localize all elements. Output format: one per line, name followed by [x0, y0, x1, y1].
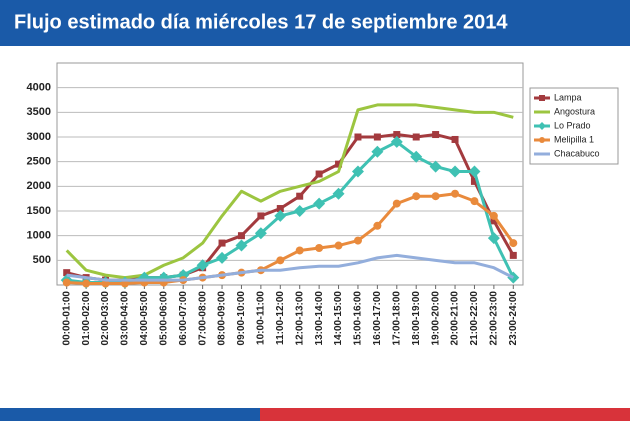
- data-point: [470, 197, 479, 206]
- x-tick-label: 13:00-14:00: [314, 291, 325, 346]
- data-point: [451, 135, 459, 143]
- x-tick-label: 15:00-16:00: [353, 291, 364, 346]
- data-point: [293, 205, 306, 217]
- series-line: [66, 253, 514, 282]
- data-point: [390, 135, 403, 148]
- legend-marker: [538, 122, 546, 130]
- data-point: [82, 279, 91, 288]
- x-tick-label: 21:00-22:00: [469, 291, 480, 346]
- data-point: [315, 244, 324, 252]
- x-tick-label: 01:00-02:00: [81, 291, 92, 346]
- y-tick-label: 2500: [27, 156, 51, 168]
- data-point: [392, 199, 401, 208]
- y-tick-label: 3000: [27, 131, 51, 143]
- data-point: [216, 251, 229, 264]
- x-tick-label: 19:00-20:00: [430, 291, 441, 346]
- x-tick-label: 16:00-17:00: [372, 291, 383, 346]
- x-tick-label: 20:00-21:00: [450, 291, 461, 346]
- x-tick-label: 02:00-03:00: [100, 291, 111, 346]
- x-tick-label: 08:00-09:00: [217, 291, 228, 346]
- legend-marker: [539, 137, 545, 143]
- x-tick-label: 11:00-12:00: [275, 291, 286, 345]
- legend-label: Angostura: [554, 106, 595, 116]
- y-tick-label: 4000: [27, 82, 51, 94]
- data-point: [237, 232, 245, 240]
- x-tick-label: 09:00-10:00: [236, 291, 247, 346]
- x-tick-label: 04:00-05:00: [139, 291, 150, 346]
- data-point: [412, 133, 420, 141]
- data-point: [63, 269, 71, 277]
- legend-label: Melipilla 1: [554, 134, 594, 144]
- x-tick-label: 14:00-15:00: [333, 291, 344, 346]
- data-point: [332, 187, 345, 200]
- data-point: [410, 150, 423, 163]
- x-tick-label: 12:00-13:00: [294, 291, 305, 346]
- plot-area: [56, 62, 524, 286]
- data-point: [371, 145, 384, 158]
- chart-title: Flujo estimado día miércoles 17 de septi…: [14, 11, 508, 33]
- footer-stripe: [0, 408, 260, 421]
- y-tick-label: 500: [33, 254, 51, 266]
- legend-marker: [539, 95, 545, 101]
- data-point: [235, 239, 248, 252]
- data-point: [470, 177, 478, 185]
- data-point: [487, 232, 500, 245]
- data-point: [276, 256, 285, 265]
- legend-label: Lo Prado: [554, 120, 591, 130]
- legend-label: Lampa: [554, 92, 582, 102]
- x-tick-label: 18:00-19:00: [411, 291, 422, 346]
- data-point: [274, 209, 287, 222]
- data-point: [373, 133, 381, 141]
- data-point: [393, 131, 401, 139]
- data-point: [354, 133, 362, 141]
- data-point: [334, 241, 343, 250]
- y-tick-label: 1000: [27, 230, 51, 242]
- data-point: [373, 221, 382, 230]
- data-point: [451, 189, 460, 198]
- footer-stripe: [260, 408, 630, 421]
- legend-label: Chacabuco: [554, 148, 600, 158]
- data-point: [431, 192, 440, 201]
- data-point: [218, 239, 226, 247]
- x-tick-label: 22:00-23:00: [489, 291, 500, 346]
- data-point: [429, 160, 442, 173]
- data-point: [412, 192, 421, 201]
- y-tick-label: 2000: [27, 180, 51, 192]
- data-point: [257, 212, 265, 220]
- data-point: [432, 131, 440, 139]
- x-tick-label: 00:00-01:00: [61, 291, 72, 346]
- x-tick-label: 06:00-07:00: [178, 291, 189, 346]
- data-point: [490, 217, 498, 225]
- data-point: [509, 251, 517, 259]
- data-point: [489, 211, 498, 220]
- x-tick-label: 03:00-04:00: [120, 291, 131, 346]
- y-tick-label: 3500: [27, 106, 51, 118]
- title-bar: [0, 0, 630, 46]
- data-point: [254, 227, 267, 240]
- y-tick-label: 1500: [27, 205, 51, 217]
- data-point: [276, 205, 284, 213]
- data-point: [351, 165, 364, 178]
- data-point: [315, 170, 323, 178]
- x-tick-label: 05:00-06:00: [158, 291, 169, 346]
- data-point: [62, 278, 71, 287]
- data-point: [449, 165, 462, 178]
- data-point: [353, 236, 362, 245]
- data-point: [335, 160, 343, 168]
- x-tick-label: 23:00-24:00: [508, 291, 519, 346]
- x-tick-label: 10:00-11:00: [256, 291, 267, 345]
- x-tick-label: 07:00-08:00: [197, 291, 208, 346]
- data-point: [468, 165, 481, 178]
- data-point: [295, 246, 304, 255]
- data-point: [296, 192, 304, 200]
- x-tick-label: 17:00-18:00: [391, 291, 402, 346]
- data-point: [313, 197, 326, 210]
- data-point: [509, 239, 518, 248]
- data-point: [196, 259, 209, 272]
